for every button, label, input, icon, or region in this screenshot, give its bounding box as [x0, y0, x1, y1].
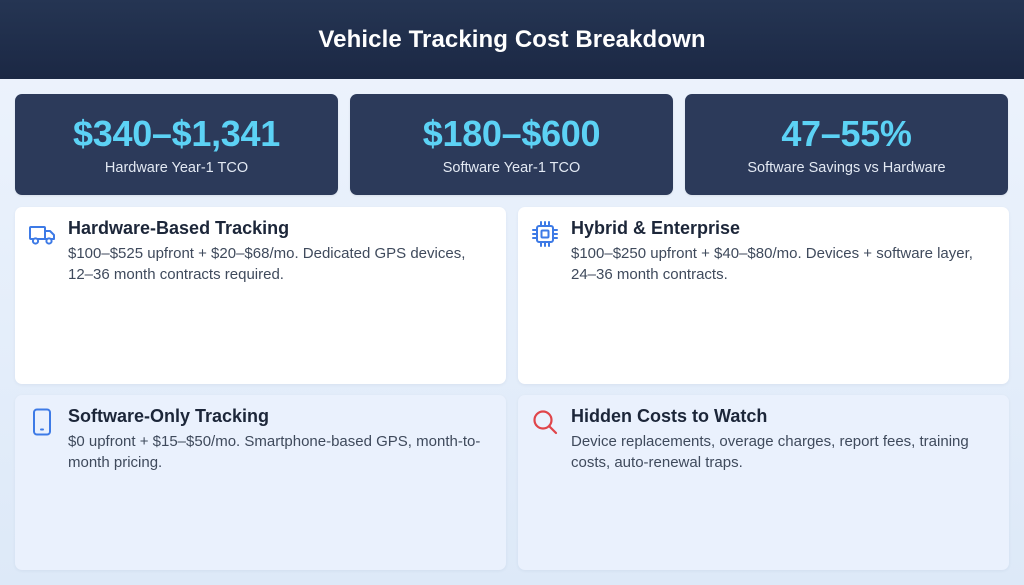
card-title: Hidden Costs to Watch — [571, 406, 768, 426]
card-description: Device replacements, overage charges, re… — [571, 433, 969, 471]
card-hardware-tracking: Hardware-Based Tracking $100–$525 upfron… — [15, 207, 506, 384]
card-hidden-costs: Hidden Costs to Watch Device replacement… — [518, 395, 1009, 570]
search-icon — [531, 408, 559, 436]
stat-card-software-tco: $180–$600 Software Year-1 TCO — [350, 94, 673, 195]
smartphone-icon — [28, 408, 56, 436]
truck-icon — [28, 220, 56, 248]
card-hybrid-enterprise: Hybrid & Enterprise $100–$250 upfront + … — [518, 207, 1009, 384]
stat-value: 47–55% — [781, 112, 912, 154]
card-description: $100–$525 upfront + $20–$68/mo. Dedicate… — [68, 245, 466, 283]
card-title: Software-Only Tracking — [68, 406, 270, 426]
stat-label: Software Savings vs Hardware — [747, 159, 946, 176]
stat-value: $340–$1,341 — [73, 112, 280, 154]
header-bar: Vehicle Tracking Cost Breakdown — [0, 0, 1024, 79]
card-title: Hardware-Based Tracking — [68, 218, 290, 238]
card-description: $100–$250 upfront + $40–$80/mo. Devices … — [571, 245, 973, 283]
stat-label: Hardware Year-1 TCO — [104, 159, 249, 176]
card-title: Hybrid & Enterprise — [571, 218, 741, 238]
chip-icon — [531, 220, 559, 248]
card-software-only: Software-Only Tracking $0 upfront + $15–… — [15, 395, 506, 570]
page-title: Vehicle Tracking Cost Breakdown — [318, 25, 706, 53]
stat-label: Software Year-1 TCO — [442, 159, 581, 176]
card-description: $0 upfront + $15–$50/mo. Smartphone-base… — [68, 433, 481, 471]
stat-value: $180–$600 — [422, 112, 601, 154]
stat-card-savings: 47–55% Software Savings vs Hardware — [685, 94, 1008, 195]
stat-card-hardware-tco: $340–$1,341 Hardware Year-1 TCO — [15, 94, 338, 195]
